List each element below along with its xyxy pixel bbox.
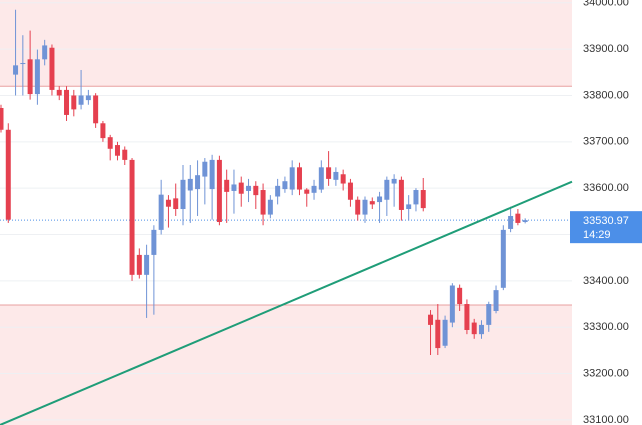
candle-body bbox=[289, 167, 295, 190]
y-tick-label: 33600.00 bbox=[583, 182, 629, 194]
candle-body bbox=[398, 179, 404, 210]
candle-body bbox=[500, 229, 506, 288]
candle-body bbox=[493, 290, 499, 311]
candles-layer bbox=[0, 9, 528, 356]
candle-body bbox=[5, 129, 11, 220]
price-label-time: 14:29 bbox=[583, 229, 611, 241]
candle-body bbox=[129, 159, 135, 275]
candle-body bbox=[202, 161, 208, 177]
candle-body bbox=[0, 107, 4, 130]
candle-body bbox=[13, 65, 19, 75]
y-tick-label: 34000.00 bbox=[583, 0, 629, 9]
candle-body bbox=[231, 184, 237, 191]
price-label-value: 33530.97 bbox=[583, 215, 629, 227]
candle-body bbox=[49, 47, 55, 90]
candle-body bbox=[522, 220, 528, 223]
candle-body bbox=[42, 45, 48, 60]
candle-body bbox=[246, 185, 252, 191]
support-zone bbox=[0, 304, 572, 425]
y-tick-label: 33900.00 bbox=[583, 43, 629, 55]
y-tick-label: 33400.00 bbox=[583, 275, 629, 287]
candle-body bbox=[333, 171, 339, 180]
candle-body bbox=[165, 199, 171, 207]
candle-body bbox=[486, 304, 492, 325]
candle-body bbox=[173, 198, 179, 210]
candle-body bbox=[508, 215, 514, 229]
candle-body bbox=[442, 319, 448, 346]
candle-body bbox=[413, 190, 419, 205]
trendline bbox=[0, 180, 573, 425]
candle-body bbox=[151, 229, 157, 255]
candle-body bbox=[158, 194, 164, 230]
candle-body bbox=[209, 159, 215, 190]
y-tick-label: 33700.00 bbox=[583, 136, 629, 148]
candle-body bbox=[457, 287, 463, 305]
candle-body bbox=[56, 89, 62, 96]
candle-body bbox=[187, 178, 193, 191]
candle-body bbox=[428, 314, 434, 325]
candle-body bbox=[449, 285, 455, 323]
candle-body bbox=[20, 63, 26, 65]
y-tick-label: 33800.00 bbox=[583, 89, 629, 101]
candle-body bbox=[311, 185, 317, 193]
candle-body bbox=[384, 179, 390, 200]
y-tick-label: 33300.00 bbox=[583, 321, 629, 333]
candle-body bbox=[391, 178, 397, 184]
candle-body bbox=[340, 174, 346, 184]
candle-body bbox=[420, 190, 426, 209]
candle-body bbox=[282, 181, 288, 190]
candle-body bbox=[304, 189, 310, 194]
candle-body bbox=[260, 190, 266, 215]
candle-body bbox=[296, 167, 302, 190]
background-layer bbox=[0, 0, 572, 425]
candle-body bbox=[78, 95, 84, 105]
candle-body bbox=[377, 196, 383, 203]
price-label-box bbox=[570, 211, 642, 244]
candle-body bbox=[107, 137, 113, 149]
candle-body bbox=[275, 185, 281, 197]
y-tick-label: 33200.00 bbox=[583, 367, 629, 379]
candle-body bbox=[85, 95, 91, 101]
candle-body bbox=[238, 182, 244, 194]
candle-body bbox=[71, 95, 77, 110]
candle-body bbox=[355, 199, 361, 215]
candle-body bbox=[435, 319, 441, 349]
candle-body bbox=[253, 185, 259, 196]
candle-body bbox=[122, 149, 128, 160]
candle-body bbox=[27, 59, 33, 95]
candle-body bbox=[100, 123, 106, 139]
candle-body bbox=[136, 254, 142, 275]
candle-body bbox=[326, 167, 332, 179]
candle-body bbox=[406, 204, 412, 210]
candle-body bbox=[347, 182, 353, 200]
candle-body bbox=[34, 59, 40, 95]
candle-body bbox=[267, 199, 273, 215]
candle-body bbox=[195, 175, 201, 190]
candle-body bbox=[64, 89, 70, 115]
candle-body bbox=[224, 179, 230, 192]
candle-body bbox=[318, 167, 324, 190]
candle-body bbox=[515, 213, 521, 223]
candle-body bbox=[464, 304, 470, 330]
candle-body bbox=[471, 322, 477, 335]
candle-body bbox=[144, 254, 150, 275]
candle-body bbox=[216, 159, 222, 223]
candle-body bbox=[369, 201, 375, 205]
candle-body bbox=[362, 199, 368, 215]
candle-body bbox=[93, 95, 99, 124]
candle-body bbox=[478, 324, 484, 335]
candle-body bbox=[114, 145, 120, 156]
y-tick-label: 33100.00 bbox=[583, 414, 629, 425]
resistance-zone bbox=[0, 0, 572, 87]
candle-body bbox=[180, 179, 186, 210]
